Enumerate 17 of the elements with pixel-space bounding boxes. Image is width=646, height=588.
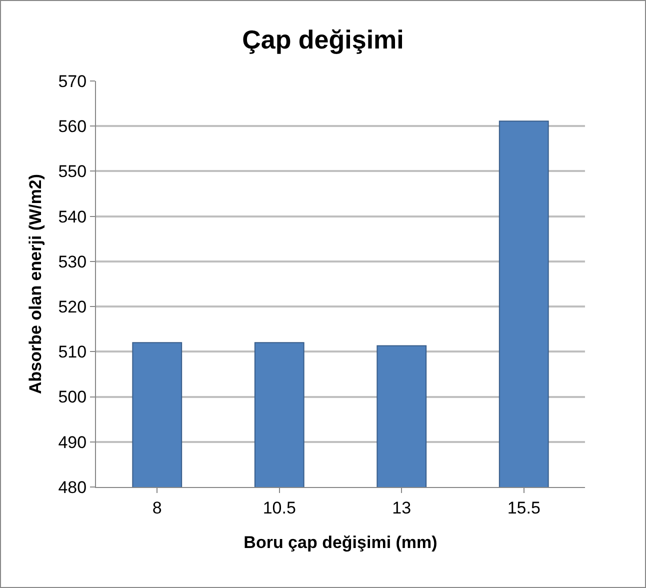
y-tick-label: 570	[58, 72, 87, 91]
y-tick-label: 530	[58, 252, 87, 272]
x-tick-label: 13	[392, 498, 412, 518]
y-tick-label: 480	[58, 478, 87, 497]
x-tick-label: 8	[152, 498, 162, 518]
x-tick-label: 10.5	[262, 498, 296, 518]
chart-title: Çap değişimi	[242, 24, 404, 54]
x-tick-label: 15.5	[507, 498, 540, 518]
y-tick-label: 510	[58, 342, 87, 362]
y-axis-title: Absorbe olan enerji (W/m2)	[26, 174, 45, 394]
y-tick-label: 540	[58, 207, 87, 226]
y-tick-label: 560	[58, 117, 87, 136]
y-tick-label: 550	[58, 162, 87, 182]
y-tick-label: 500	[58, 388, 87, 407]
y-tick-label: 520	[58, 298, 87, 317]
y-tick-label: 490	[58, 432, 87, 452]
x-axis-title: Boru çap değişimi (mm)	[244, 533, 438, 552]
